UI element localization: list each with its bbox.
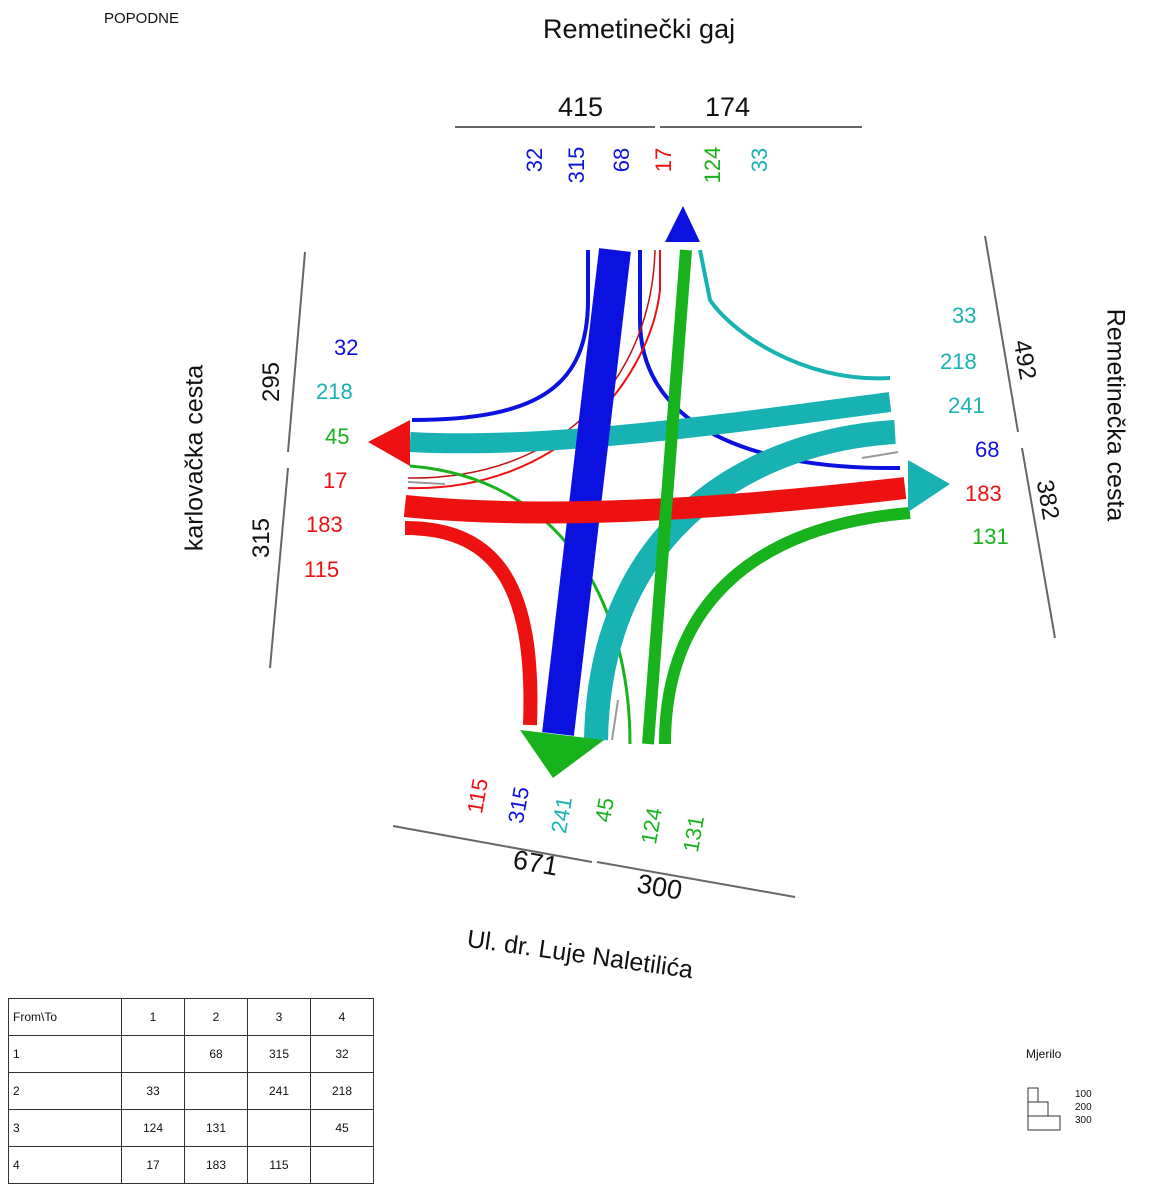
- east-volume: 183: [965, 481, 1002, 507]
- north-volume: 124: [700, 147, 726, 184]
- flow-separator-east: [862, 452, 898, 458]
- north-volume: 315: [564, 147, 590, 184]
- table-cell: 218: [311, 1073, 374, 1110]
- east-volume: 218: [940, 349, 977, 375]
- west-total-in: 315: [248, 518, 276, 558]
- table-header-cell: 4: [311, 999, 374, 1036]
- west-volume: 115: [304, 557, 339, 583]
- table-cell: 17: [122, 1147, 185, 1184]
- flow-north-left-blue: [412, 250, 588, 420]
- table-header-cell: 1: [122, 999, 185, 1036]
- table-row: 1 68 315 32: [9, 1036, 374, 1073]
- east-volume: 68: [975, 437, 999, 463]
- flow-west-to-south-red: [405, 528, 530, 725]
- west-volume: 183: [306, 512, 343, 538]
- table-cell: 45: [311, 1110, 374, 1147]
- table-cell: [122, 1036, 185, 1073]
- arrow-east-exit: [908, 460, 950, 512]
- table-cell: 241: [248, 1073, 311, 1110]
- table-cell: 32: [311, 1036, 374, 1073]
- scale-title: Mjerilo: [1026, 1047, 1061, 1061]
- east-volume: 131: [972, 524, 1009, 550]
- table-cell: [311, 1147, 374, 1184]
- table-row: 3 124 131 45: [9, 1110, 374, 1147]
- table-header-cell: 2: [185, 999, 248, 1036]
- table-row: 4 17 183 115: [9, 1147, 374, 1184]
- table-cell: 315: [248, 1036, 311, 1073]
- scale-value-300: 300: [1075, 1116, 1092, 1126]
- west-total-out: 295: [258, 362, 286, 402]
- table-cell: 3: [9, 1110, 122, 1147]
- west-volume: 45: [325, 424, 349, 450]
- flow-east-to-south-cyan: [596, 432, 895, 740]
- east-volume: 33: [952, 303, 976, 329]
- south-volume: 45: [590, 796, 620, 825]
- scale-value-200: 200: [1075, 1103, 1092, 1113]
- table-cell: [185, 1073, 248, 1110]
- scale-bars-icon: [1026, 1086, 1066, 1138]
- table-row: 2 33 241 218: [9, 1073, 374, 1110]
- scale-value-100: 100: [1075, 1090, 1092, 1100]
- east-volume: 241: [948, 393, 985, 419]
- table-cell: [248, 1110, 311, 1147]
- table-cell: 68: [185, 1036, 248, 1073]
- north-total-out: 174: [705, 92, 750, 123]
- flow-separator-west: [408, 482, 445, 484]
- table-cell: 2: [9, 1073, 122, 1110]
- arrow-north-exit: [665, 206, 700, 242]
- north-volume: 32: [522, 148, 548, 172]
- table-cell: 33: [122, 1073, 185, 1110]
- table-cell: 131: [185, 1110, 248, 1147]
- north-volume: 68: [609, 148, 635, 172]
- arrow-west-exit: [368, 420, 410, 466]
- flow-west-to-east-red: [405, 488, 905, 512]
- od-matrix-table: From\To 1 2 3 4 1 68 315 32 2 33 241 218…: [8, 998, 374, 1184]
- table-cell: 4: [9, 1147, 122, 1184]
- north-total-in: 415: [558, 92, 603, 123]
- table-header-row: From\To 1 2 3 4: [9, 999, 374, 1036]
- north-volume: 33: [747, 148, 773, 172]
- table-header-cell: From\To: [9, 999, 122, 1036]
- flow-east-right-cyan: [700, 250, 890, 378]
- table-header-cell: 3: [248, 999, 311, 1036]
- flow-south-stub: [612, 700, 618, 740]
- west-volume: 17: [323, 468, 347, 494]
- north-volume: 17: [651, 148, 677, 172]
- west-volume: 32: [334, 335, 358, 361]
- table-cell: 115: [248, 1147, 311, 1184]
- west-volume: 218: [316, 379, 353, 405]
- flow-south-to-east-green: [665, 513, 910, 744]
- table-cell: 183: [185, 1147, 248, 1184]
- table-cell: 124: [122, 1110, 185, 1147]
- table-cell: 1: [9, 1036, 122, 1073]
